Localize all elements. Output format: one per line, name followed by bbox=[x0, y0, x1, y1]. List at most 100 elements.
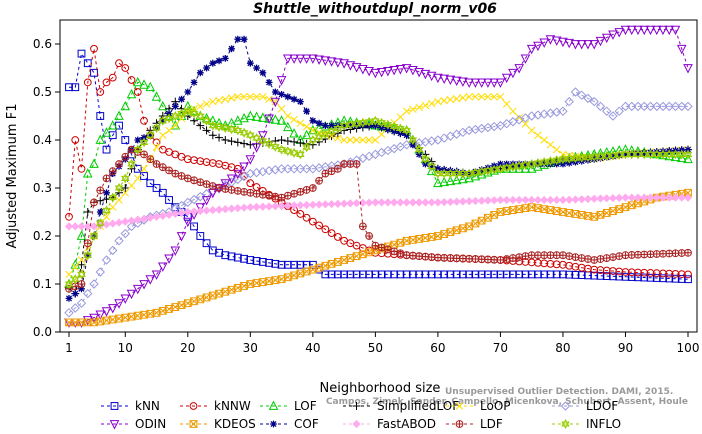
data-point bbox=[502, 195, 511, 205]
data-point bbox=[626, 25, 637, 36]
data-point bbox=[234, 93, 242, 101]
data-point bbox=[652, 101, 662, 112]
data-point bbox=[321, 122, 329, 129]
data-point bbox=[471, 93, 480, 101]
data-point bbox=[639, 25, 650, 36]
legend-marker bbox=[561, 418, 570, 430]
data-point bbox=[614, 28, 625, 38]
data-point bbox=[634, 150, 642, 157]
data-point bbox=[533, 158, 543, 169]
data-point bbox=[77, 222, 86, 231]
data-point bbox=[146, 131, 154, 139]
data-point bbox=[157, 262, 168, 272]
data-point bbox=[233, 138, 242, 147]
data-point bbox=[102, 205, 111, 216]
data-point bbox=[246, 280, 255, 288]
data-point bbox=[115, 59, 123, 68]
data-point bbox=[83, 239, 92, 248]
data-point bbox=[289, 164, 299, 174]
data-point bbox=[221, 122, 230, 134]
data-point bbox=[521, 252, 530, 260]
data-point bbox=[333, 164, 342, 173]
data-point bbox=[552, 260, 561, 269]
data-point bbox=[502, 270, 511, 279]
data-point bbox=[140, 116, 148, 125]
data-point bbox=[108, 73, 117, 82]
data-point bbox=[665, 274, 674, 283]
data-point bbox=[115, 196, 123, 204]
data-point bbox=[477, 270, 486, 279]
data-point bbox=[427, 198, 436, 207]
legend-marker bbox=[109, 420, 120, 430]
data-point bbox=[215, 184, 223, 192]
data-point bbox=[627, 101, 637, 112]
data-point bbox=[107, 304, 118, 314]
plot-frame bbox=[59, 19, 698, 333]
x-axis-label: Neighborhood size bbox=[320, 381, 441, 396]
data-point bbox=[665, 269, 674, 278]
data-point bbox=[520, 54, 531, 64]
data-point bbox=[427, 233, 436, 241]
data-point bbox=[346, 136, 355, 144]
data-point bbox=[602, 150, 611, 161]
data-point bbox=[670, 25, 681, 36]
data-point bbox=[184, 88, 192, 96]
data-point bbox=[558, 37, 568, 48]
data-point bbox=[621, 268, 630, 276]
data-point bbox=[170, 246, 181, 256]
data-point bbox=[271, 97, 280, 106]
data-point bbox=[589, 96, 599, 107]
data-point bbox=[521, 159, 530, 170]
data-point bbox=[240, 188, 248, 196]
data-point bbox=[295, 164, 306, 174]
y-tick-label: 0.6 bbox=[33, 37, 52, 51]
data-point bbox=[296, 201, 305, 210]
data-point bbox=[202, 126, 211, 135]
data-point bbox=[383, 66, 393, 77]
data-point bbox=[226, 174, 237, 184]
data-point bbox=[659, 148, 667, 155]
legend-label: kNNW bbox=[214, 399, 251, 413]
legend-label: SimplifiedLOF bbox=[377, 399, 459, 413]
legend-marker bbox=[352, 402, 361, 410]
data-point bbox=[458, 197, 468, 206]
data-point bbox=[170, 120, 181, 130]
data-point bbox=[521, 120, 530, 128]
data-point bbox=[145, 81, 156, 92]
data-point bbox=[359, 136, 367, 144]
data-point bbox=[296, 98, 304, 105]
data-point bbox=[646, 273, 655, 282]
data-point bbox=[671, 270, 680, 278]
data-point bbox=[633, 25, 643, 36]
data-point bbox=[183, 299, 192, 308]
data-point bbox=[96, 196, 105, 205]
data-point bbox=[133, 311, 142, 320]
data-point bbox=[408, 270, 417, 279]
data-point bbox=[389, 66, 399, 76]
data-point bbox=[559, 270, 567, 279]
data-point bbox=[459, 169, 467, 177]
data-point bbox=[265, 95, 273, 103]
data-point bbox=[446, 228, 455, 237]
data-point bbox=[126, 289, 137, 300]
data-point bbox=[76, 298, 87, 308]
data-point bbox=[564, 38, 575, 49]
data-point bbox=[89, 222, 99, 231]
data-point bbox=[165, 305, 173, 313]
data-point bbox=[308, 124, 318, 135]
data-point bbox=[65, 295, 73, 302]
data-point bbox=[346, 199, 355, 208]
data-point bbox=[133, 88, 142, 96]
data-point bbox=[127, 158, 136, 170]
data-point bbox=[509, 160, 517, 168]
data-point bbox=[496, 270, 505, 279]
data-point bbox=[232, 169, 243, 180]
data-point bbox=[371, 136, 380, 144]
data-point bbox=[358, 117, 368, 128]
data-point bbox=[196, 232, 205, 240]
data-point bbox=[551, 36, 562, 46]
data-point bbox=[339, 59, 349, 69]
data-point bbox=[377, 198, 386, 207]
data-point bbox=[371, 270, 380, 279]
legend-marker bbox=[110, 402, 119, 410]
